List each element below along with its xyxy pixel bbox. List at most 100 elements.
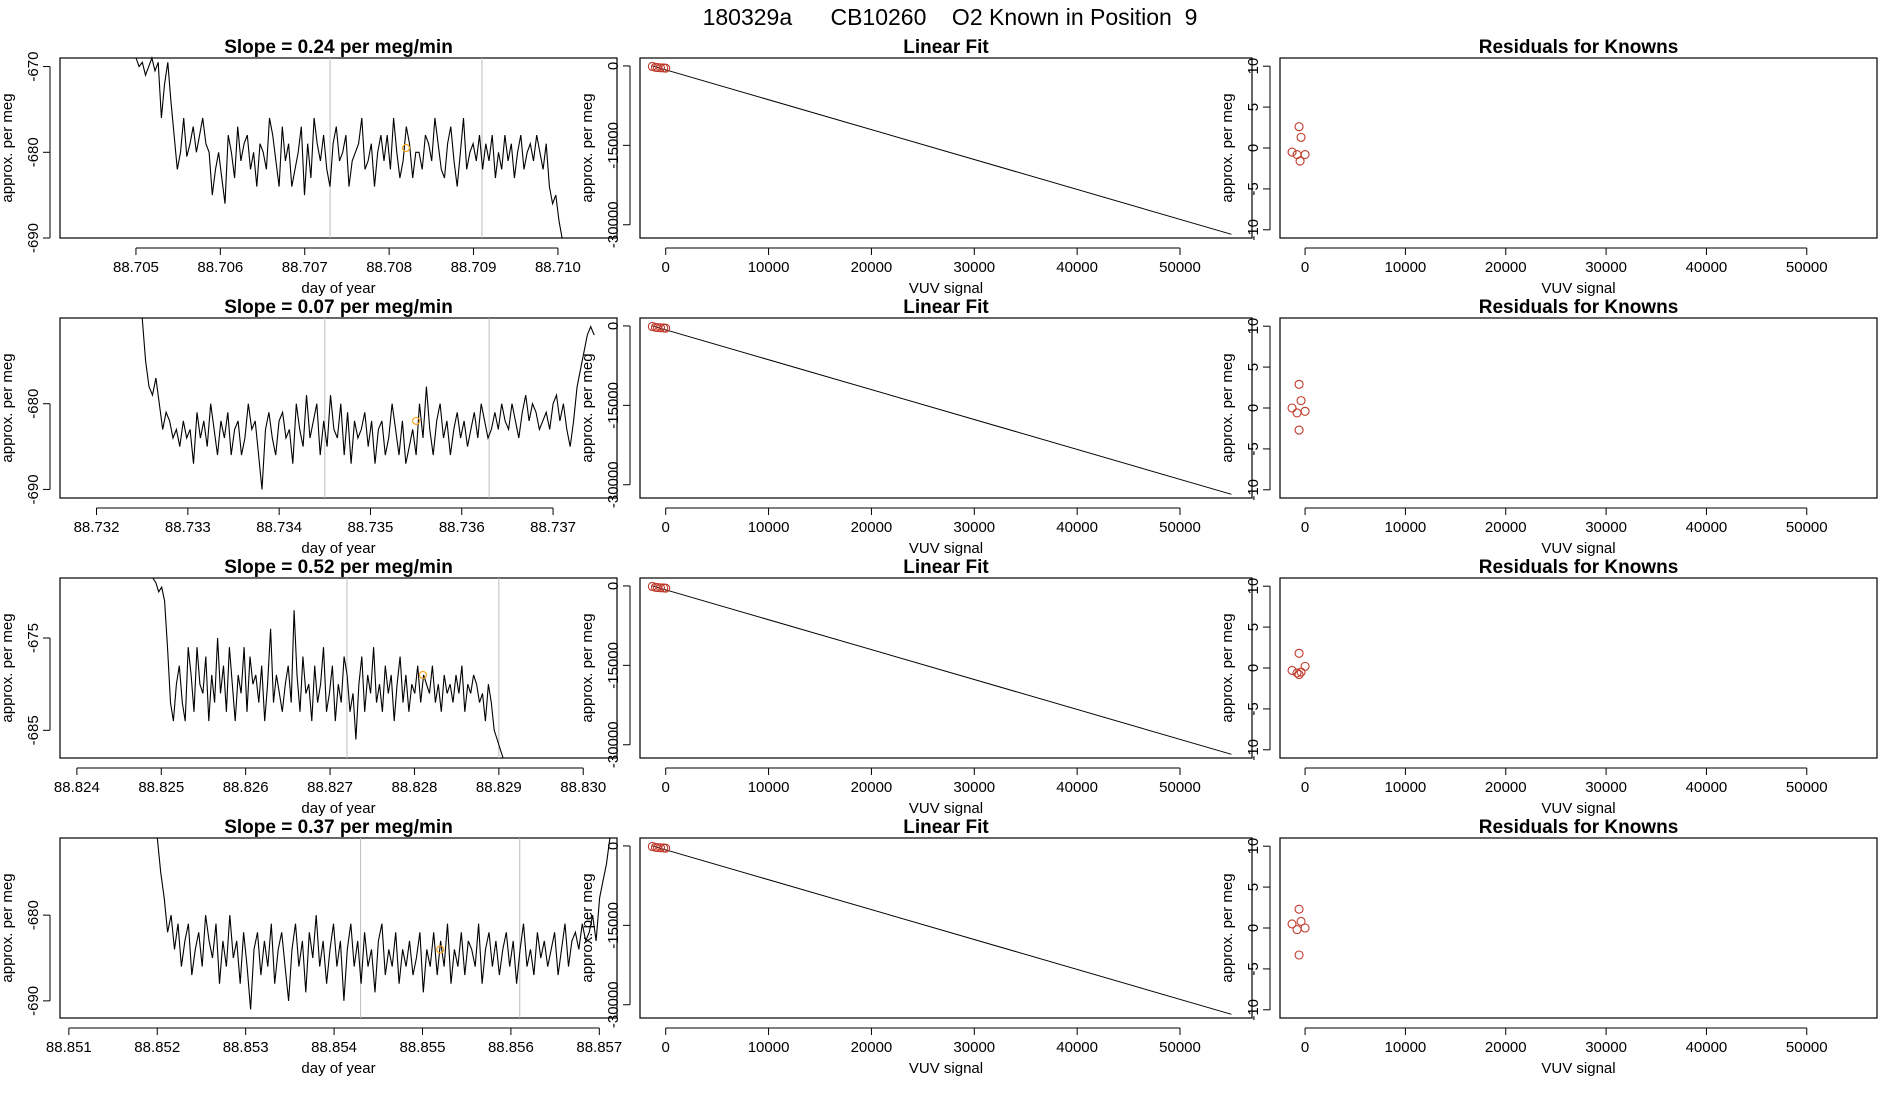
- p7-y-tick-label-1: -15000: [605, 902, 622, 949]
- p3-y-tick-label-0: -680: [25, 900, 42, 930]
- p2-x-tick-label-6: 88.830: [560, 779, 606, 796]
- p10-residual-point-5: [1300, 661, 1310, 671]
- p9-panel-title: Residuals for Knowns: [1479, 297, 1679, 318]
- p11-x-tick-label-3: 30000: [1585, 1039, 1627, 1056]
- p9-residual-point-5: [1300, 406, 1310, 416]
- p2-x-tick-label-2: 88.826: [223, 779, 269, 796]
- p0-y-axis-label: approx. per meg: [0, 93, 16, 202]
- p8-residual-point-2: [1294, 122, 1304, 132]
- p10-panel-title: Residuals for Knowns: [1479, 557, 1679, 578]
- p1-x-tick-label-2: 88.734: [256, 519, 302, 536]
- p5-y-tick-label-0: 0: [605, 322, 622, 330]
- p7-plot-frame: [639, 837, 1253, 1019]
- p10-x-tick-label-4: 40000: [1686, 779, 1728, 796]
- p5-x-tick-label-3: 30000: [953, 519, 995, 536]
- p11-y-axis-label: approx. per meg: [1219, 873, 1236, 982]
- p6-y-tick-label-1: -15000: [605, 642, 622, 689]
- p2-y-tick-label-0: -675: [25, 623, 42, 653]
- p5-x-tick-label-1: 10000: [748, 519, 790, 536]
- p11-x-axis-label: VUV signal: [1541, 1060, 1615, 1077]
- p7-y-tick-label-0: 0: [605, 842, 622, 850]
- p8-y-tick-label-3: -5: [1245, 182, 1262, 195]
- p4-fit-line: [652, 65, 1232, 235]
- p11-x-tick-label-0: 0: [1301, 1039, 1309, 1056]
- p8-y-tick-label-4: -10: [1245, 219, 1262, 241]
- p0-plot-frame: [59, 57, 618, 239]
- p11-panel-title: Residuals for Knowns: [1479, 817, 1679, 838]
- p0-x-tick-label-4: 88.709: [451, 259, 497, 276]
- p2-y-axis-label: approx. per meg: [0, 613, 16, 722]
- p10-residual-point-1: [1292, 668, 1302, 678]
- p8-x-tick-label-4: 40000: [1686, 259, 1728, 276]
- p8-x-axis-label: VUV signal: [1541, 280, 1615, 297]
- p8-plot-frame: [1279, 57, 1878, 239]
- p8-y-axis-label: approx. per meg: [1219, 93, 1236, 202]
- p4-x-tick-label-0: 0: [662, 259, 670, 276]
- p8-y-tick-label-2: 0: [1245, 144, 1262, 152]
- p9-x-tick-label-1: 10000: [1385, 519, 1427, 536]
- p8-residual-point-0: [1287, 147, 1297, 157]
- p2-y-tick-label-1: -685: [25, 715, 42, 745]
- p9-y-tick-label-1: 5: [1245, 363, 1262, 371]
- p6-y-tick-label-2: -30000: [605, 721, 622, 768]
- p2-x-tick-label-1: 88.825: [138, 779, 184, 796]
- p11-y-tick-label-2: 0: [1245, 924, 1262, 932]
- p11-residual-point-4: [1294, 950, 1304, 960]
- p10-x-tick-label-1: 10000: [1385, 779, 1427, 796]
- p4-y-axis-label: approx. per meg: [579, 93, 596, 202]
- p2-panel-title: Slope = 0.52 per meg/min: [224, 557, 453, 578]
- p3-timeseries-line: [156, 837, 611, 1010]
- p0-y-tick-label-1: -680: [25, 137, 42, 167]
- p10-y-tick-label-2: 0: [1245, 664, 1262, 672]
- p10-residual-point-2: [1294, 648, 1304, 658]
- p5-y-axis-label: approx. per meg: [579, 353, 596, 462]
- p6-x-tick-label-2: 20000: [851, 779, 893, 796]
- p6-x-tick-label-4: 40000: [1056, 779, 1098, 796]
- p11-y-tick-label-4: -10: [1245, 999, 1262, 1021]
- p7-panel-title: Linear Fit: [903, 817, 989, 838]
- p1-x-axis-label: day of year: [301, 540, 375, 557]
- p9-residual-point-3: [1296, 396, 1306, 406]
- p6-fit-line: [652, 585, 1232, 755]
- p10-x-tick-label-5: 50000: [1786, 779, 1828, 796]
- p5-y-tick-label-2: -30000: [605, 461, 622, 508]
- p2-x-tick-label-3: 88.827: [307, 779, 353, 796]
- p0-x-tick-label-0: 88.705: [113, 259, 159, 276]
- p4-known-point-3: [656, 63, 666, 73]
- p7-fit-line: [652, 845, 1232, 1015]
- p10-x-tick-label-0: 0: [1301, 779, 1309, 796]
- p6-x-tick-label-1: 10000: [748, 779, 790, 796]
- p9-x-tick-label-3: 30000: [1585, 519, 1627, 536]
- p1-mean-marker: [412, 416, 421, 425]
- p3-y-tick-label-1: -690: [25, 986, 42, 1016]
- p7-y-tick-label-2: -30000: [605, 981, 622, 1028]
- p1-x-tick-label-4: 88.736: [439, 519, 485, 536]
- p9-y-tick-label-3: -5: [1245, 442, 1262, 455]
- p9-residual-point-0: [1287, 403, 1297, 413]
- p1-y-tick-label-0: -680: [25, 389, 42, 419]
- p3-x-tick-label-5: 88.856: [488, 1039, 534, 1056]
- p5-x-tick-label-5: 50000: [1159, 519, 1201, 536]
- p6-y-axis-label: approx. per meg: [579, 613, 596, 722]
- p7-x-tick-label-4: 40000: [1056, 1039, 1098, 1056]
- p1-plot-frame: [59, 317, 618, 499]
- p10-y-tick-label-1: 5: [1245, 623, 1262, 631]
- p11-residual-point-2: [1294, 904, 1304, 914]
- p7-x-tick-label-0: 0: [662, 1039, 670, 1056]
- p0-x-axis-label: day of year: [301, 280, 375, 297]
- p3-mean-marker: [436, 945, 445, 954]
- p10-residual-point-4: [1294, 669, 1304, 680]
- p4-panel-title: Linear Fit: [903, 37, 989, 58]
- p11-x-tick-label-4: 40000: [1686, 1039, 1728, 1056]
- p6-known-point-5: [661, 583, 671, 593]
- p0-x-tick-label-2: 88.707: [282, 259, 328, 276]
- p4-x-tick-label-5: 50000: [1159, 259, 1201, 276]
- p2-plot-frame: [59, 577, 618, 759]
- p4-y-tick-label-0: 0: [605, 62, 622, 70]
- p1-y-tick-label-1: -690: [25, 474, 42, 504]
- p7-x-tick-label-1: 10000: [748, 1039, 790, 1056]
- p0-panel-title: Slope = 0.24 per meg/min: [224, 37, 453, 58]
- p7-x-tick-label-3: 30000: [953, 1039, 995, 1056]
- p4-x-axis-label: VUV signal: [909, 280, 983, 297]
